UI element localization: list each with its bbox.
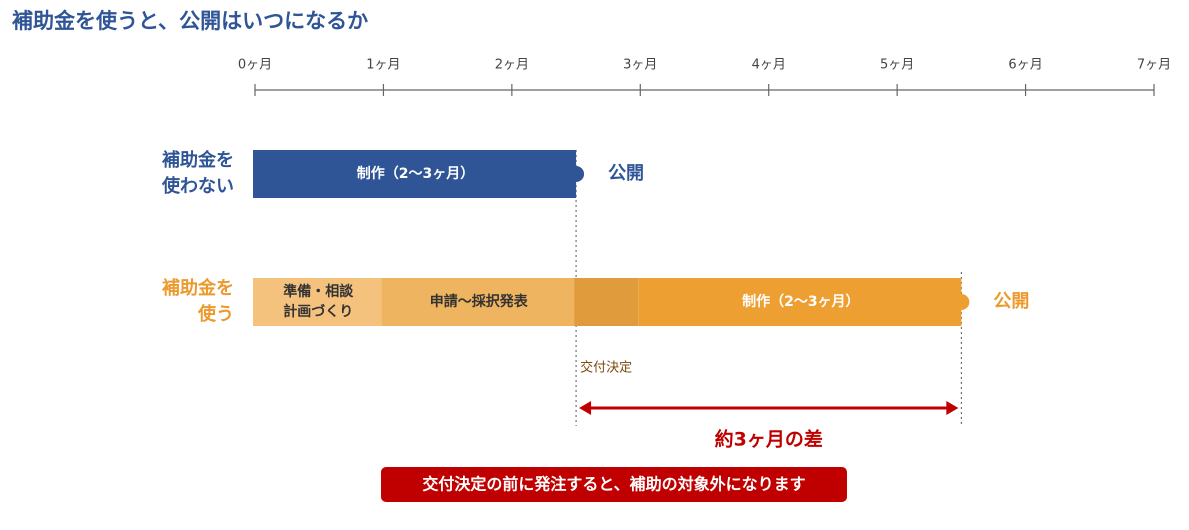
note: 交付決定の前に発注すると、補助の対象外になります xyxy=(422,475,805,494)
tick-label: 0ヶ月 xyxy=(238,58,272,73)
end-dot xyxy=(568,166,585,182)
segment xyxy=(253,150,577,198)
difference-label: 約3ヶ月の差 xyxy=(715,428,823,451)
row-label: 使わない xyxy=(161,176,234,197)
segment xyxy=(638,278,962,326)
segment xyxy=(381,278,575,326)
note-box xyxy=(381,467,847,502)
tick-label: 6ヶ月 xyxy=(1008,58,1042,73)
segment-label: 制作（2〜3ヶ月） xyxy=(742,293,859,310)
marker-label: 交付決定 xyxy=(580,360,632,376)
segment-label: 準備・相談 xyxy=(283,283,354,300)
row-label: 補助金を xyxy=(161,149,234,171)
segment-label: 計画づくり xyxy=(283,303,353,320)
tick-label: 4ヶ月 xyxy=(752,58,786,73)
title: 補助金を使うと、公開はいつになるか xyxy=(11,9,368,33)
end-label: 公開 xyxy=(608,163,644,184)
row-label: 補助金を xyxy=(161,277,234,299)
tick-label: 2ヶ月 xyxy=(495,58,529,73)
tick-label: 3ヶ月 xyxy=(623,58,657,73)
tick-label: 1ヶ月 xyxy=(366,58,400,73)
row-label: 使う xyxy=(197,304,234,325)
segment xyxy=(253,278,382,326)
tick-label: 7ヶ月 xyxy=(1137,58,1171,73)
segment-label: 制作（2〜3ヶ月） xyxy=(357,165,474,182)
arrow-head xyxy=(579,401,592,415)
end-dot xyxy=(953,294,970,310)
segment-label: 申請〜採択発表 xyxy=(430,293,529,310)
tick-label: 5ヶ月 xyxy=(880,58,914,73)
segment xyxy=(574,278,639,326)
arrow-head xyxy=(946,401,959,415)
end-label: 公開 xyxy=(993,291,1029,312)
